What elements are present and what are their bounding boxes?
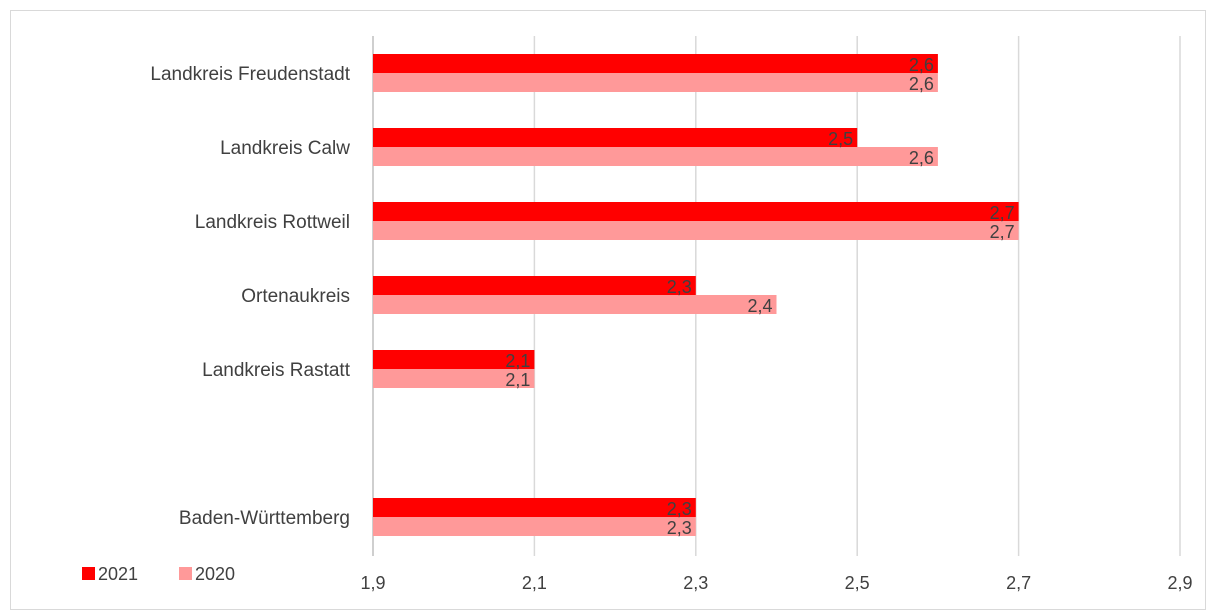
- x-tick-label: 1,9: [360, 573, 385, 593]
- gridlines: [372, 36, 1181, 556]
- data-label: 2,1: [505, 370, 530, 390]
- data-label: 2,6: [909, 55, 934, 75]
- data-label: 2,4: [747, 296, 772, 316]
- data-label: 2,3: [667, 277, 692, 297]
- data-label: 2,7: [990, 203, 1015, 223]
- legend-swatch-2021: [82, 567, 95, 580]
- x-axis-ticks: 1,9 2,1 2,3 2,5 2,7 2,9: [360, 573, 1192, 593]
- legend: 2021 2020: [82, 564, 235, 584]
- bar-2020: [373, 517, 696, 536]
- x-tick-label: 2,3: [683, 573, 708, 593]
- bar-2020: [373, 369, 535, 388]
- bar-2021: [373, 498, 696, 517]
- bars: [373, 54, 1019, 536]
- legend-label-2021: 2021: [98, 564, 138, 584]
- legend-label-2020: 2020: [195, 564, 235, 584]
- data-label: 2,6: [909, 74, 934, 94]
- bar-2021: [373, 276, 696, 295]
- data-label: 2,6: [909, 148, 934, 168]
- category-label: Landkreis Calw: [220, 138, 350, 159]
- bar-2021: [373, 202, 1019, 221]
- bar-2020: [373, 73, 938, 92]
- bar-chart: 2,62,52,72,32,12,32,62,62,72,42,12,3 Lan…: [82, 36, 1193, 593]
- x-tick-label: 2,7: [1006, 573, 1031, 593]
- x-tick-label: 2,5: [845, 573, 870, 593]
- bar-2020: [373, 295, 777, 314]
- x-tick-label: 2,9: [1167, 573, 1192, 593]
- data-labels: 2,62,52,72,32,12,32,62,62,72,42,12,3: [505, 55, 1014, 538]
- legend-swatch-2020: [179, 567, 192, 580]
- data-label: 2,5: [828, 129, 853, 149]
- category-labels: Landkreis Freudenstadt Landkreis Calw Land…: [150, 64, 350, 529]
- data-label: 2,7: [990, 222, 1015, 242]
- category-label: Landkreis Rastatt: [202, 360, 351, 381]
- bar-2020: [373, 147, 938, 166]
- data-label: 2,3: [667, 499, 692, 519]
- category-label: Landkreis Rottweil: [195, 212, 350, 233]
- bar-2021: [373, 128, 858, 147]
- category-label: Ortenaukreis: [241, 286, 350, 307]
- data-label: 2,1: [505, 351, 530, 371]
- bar-2021: [373, 350, 535, 369]
- category-label: Landkreis Freudenstadt: [150, 64, 350, 85]
- x-tick-label: 2,1: [522, 573, 547, 593]
- bar-2020: [373, 221, 1019, 240]
- data-label: 2,3: [667, 518, 692, 538]
- category-label: Baden-Württemberg: [179, 508, 350, 529]
- bar-2021: [373, 54, 938, 73]
